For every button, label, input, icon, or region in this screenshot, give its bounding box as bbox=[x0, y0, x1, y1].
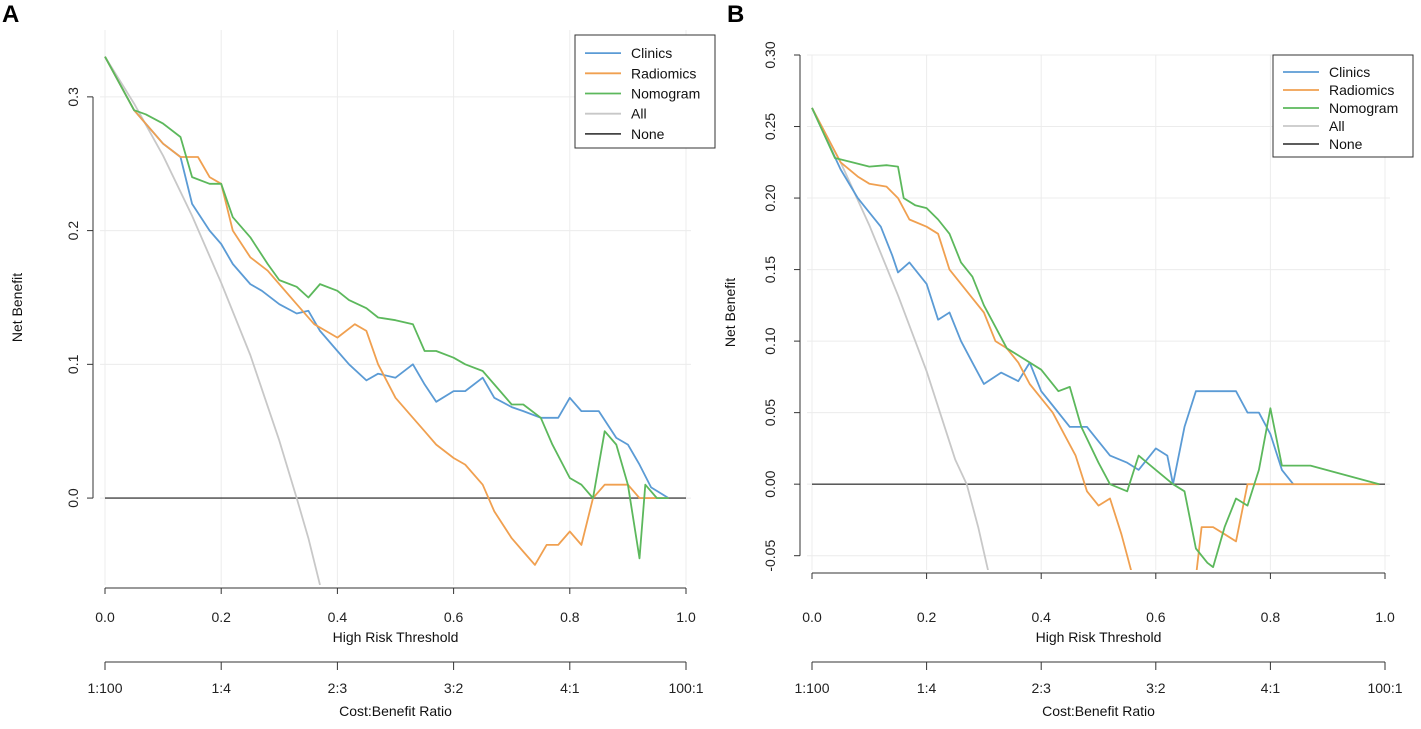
x-tick-label: 0.2 bbox=[211, 609, 231, 625]
x-axis-title: High Risk Threshold bbox=[333, 629, 459, 645]
secondary-axis-title: Cost:Benefit Ratio bbox=[339, 703, 452, 719]
y-tick-label: 0.3 bbox=[65, 87, 81, 107]
panel-letter: A bbox=[2, 1, 19, 28]
y-tick-label: 0.2 bbox=[65, 221, 81, 241]
secondary-tick-label: 2:3 bbox=[328, 680, 348, 696]
x-tick-label: 0.0 bbox=[95, 609, 115, 625]
panel-a: A 0.0 0.1 0.2 0.3 Net Benefit 0.0 0.2 0.4 0.6 0.8 1… bbox=[2, 1, 716, 719]
series-line-nomogram bbox=[811, 107, 1380, 568]
x-tick-label: 0.2 bbox=[917, 609, 937, 625]
y-tick-label: 0.15 bbox=[762, 256, 778, 283]
legend-label-none: None bbox=[1329, 136, 1363, 152]
series-line-radiomics bbox=[811, 107, 1380, 570]
x-tick-label: 0.8 bbox=[1261, 609, 1281, 625]
series-line-all bbox=[811, 107, 989, 570]
y-tick-label: 0.30 bbox=[762, 41, 778, 68]
secondary-tick-label: 2:3 bbox=[1031, 680, 1051, 696]
legend-label-nomogram: Nomogram bbox=[1329, 100, 1398, 116]
series-line-clinics bbox=[811, 107, 1295, 486]
secondary-tick-label: 4:1 bbox=[1261, 680, 1281, 696]
plot-area bbox=[104, 56, 686, 585]
y-tick-label: 0.1 bbox=[65, 354, 81, 374]
series-line-clinics bbox=[104, 56, 670, 499]
legend-label-clinics: Clinics bbox=[1329, 64, 1370, 80]
secondary-tick-label: 1:100 bbox=[87, 680, 122, 696]
legend-label-clinics: Clinics bbox=[631, 45, 672, 61]
x-tick-label: 0.8 bbox=[560, 609, 580, 625]
x-tick-label: 1.0 bbox=[676, 609, 696, 625]
legend-label-nomogram: Nomogram bbox=[631, 86, 700, 102]
panel-letter: B bbox=[727, 1, 744, 28]
legend-box bbox=[574, 34, 716, 149]
x-tick-label: 1.0 bbox=[1375, 609, 1395, 625]
plot-area bbox=[811, 107, 1385, 570]
legend-label-all: All bbox=[1329, 118, 1345, 134]
legend-label-radiomics: Radiomics bbox=[1329, 82, 1394, 98]
panel-b: B -0.05 0.00 0.05 0.10 0.15 0.20 0.25 0.30 Net Be… bbox=[722, 1, 1414, 719]
series-line-nomogram bbox=[104, 56, 669, 560]
secondary-tick-label: 4:1 bbox=[560, 680, 580, 696]
y-tick-label: 0.25 bbox=[762, 113, 778, 140]
secondary-tick-label: 1:4 bbox=[917, 680, 937, 696]
secondary-tick-label: 100:1 bbox=[668, 680, 703, 696]
x-axis-title: High Risk Threshold bbox=[1036, 629, 1162, 645]
y-tick-label: 0.10 bbox=[762, 327, 778, 354]
series-line-radiomics bbox=[104, 56, 669, 566]
secondary-tick-label: 3:2 bbox=[444, 680, 464, 696]
secondary-tick-label: 1:100 bbox=[794, 680, 829, 696]
legend: Clinics Radiomics Nomogram All None bbox=[574, 34, 716, 149]
y-tick-label: 0.0 bbox=[65, 488, 81, 508]
x-tick-label: 0.6 bbox=[444, 609, 464, 625]
y-tick-label: -0.05 bbox=[762, 540, 778, 572]
y-axis-title: Net Benefit bbox=[722, 278, 738, 347]
y-tick-label: 0.05 bbox=[762, 399, 778, 426]
y-axis-title: Net Benefit bbox=[9, 273, 25, 342]
legend: Clinics Radiomics Nomogram All None bbox=[1272, 54, 1414, 158]
secondary-tick-label: 3:2 bbox=[1146, 680, 1166, 696]
x-tick-label: 0.0 bbox=[802, 609, 822, 625]
legend-label-radiomics: Radiomics bbox=[631, 65, 696, 81]
legend-label-none: None bbox=[631, 126, 665, 142]
series-line-all bbox=[104, 56, 321, 585]
legend-label-all: All bbox=[631, 106, 647, 122]
secondary-tick-label: 1:4 bbox=[211, 680, 231, 696]
secondary-axis-title: Cost:Benefit Ratio bbox=[1042, 703, 1155, 719]
x-tick-label: 0.6 bbox=[1146, 609, 1166, 625]
y-tick-label: 0.00 bbox=[762, 470, 778, 497]
x-tick-label: 0.4 bbox=[1031, 609, 1051, 625]
y-tick-label: 0.20 bbox=[762, 184, 778, 211]
x-tick-label: 0.4 bbox=[328, 609, 348, 625]
secondary-tick-label: 100:1 bbox=[1367, 680, 1402, 696]
